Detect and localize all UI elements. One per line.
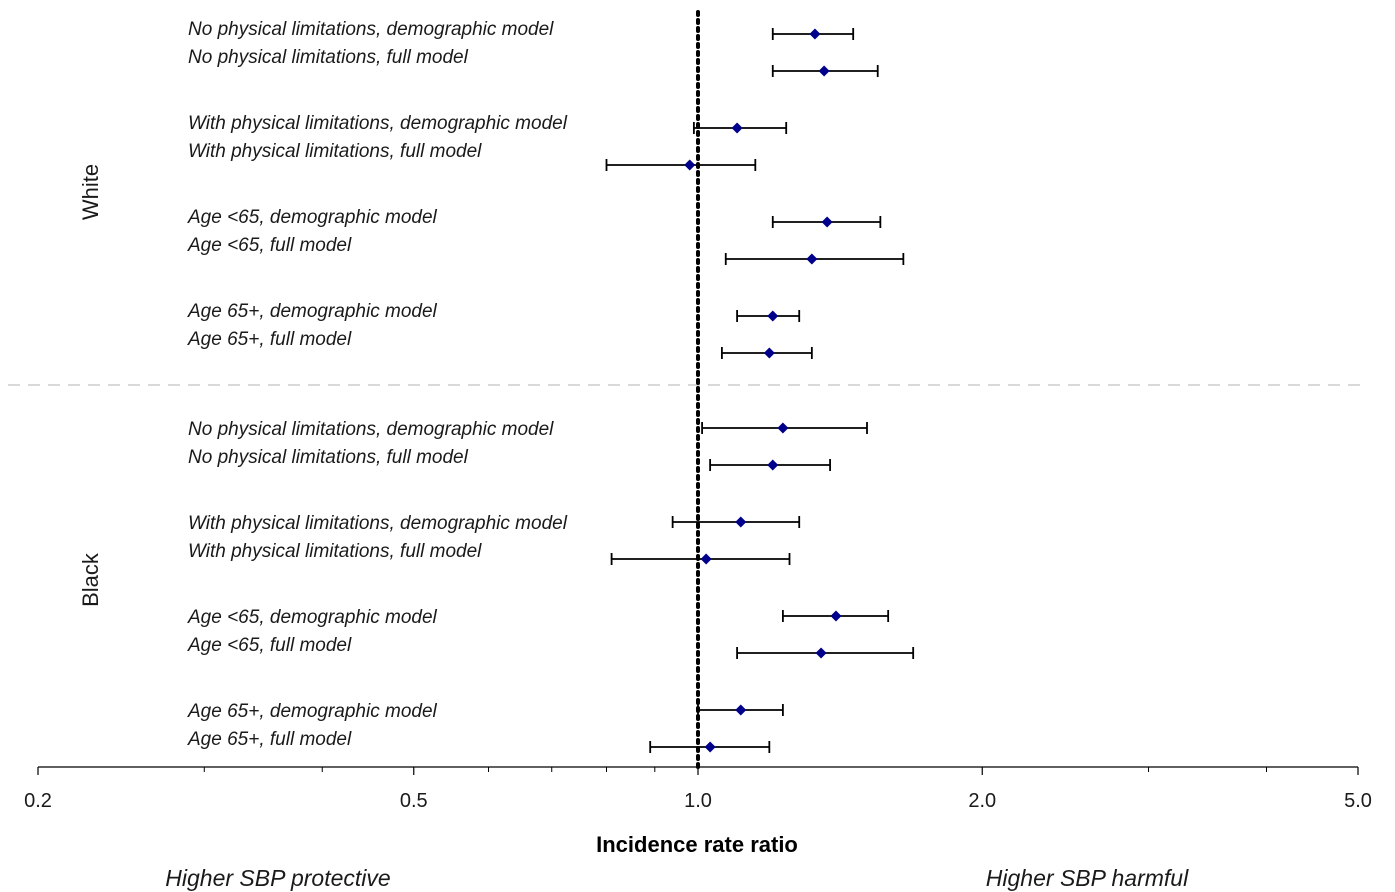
row-label: Age <65, demographic model	[187, 607, 438, 628]
group-label-white: White	[78, 164, 103, 220]
x-tick-label: 5.0	[1344, 790, 1372, 812]
point-estimate-marker	[700, 553, 712, 565]
x-tick-label: 2.0	[968, 790, 996, 812]
point-estimate-marker	[830, 610, 842, 622]
x-tick-label: 0.2	[24, 790, 52, 812]
row-label: Age 65+, demographic model	[187, 701, 438, 722]
point-estimate-marker	[815, 647, 827, 659]
point-estimate-marker	[731, 122, 743, 134]
row-label: Age 65+, demographic model	[187, 301, 438, 322]
row-label: No physical limitations, full model	[188, 447, 469, 468]
x-tick-label: 1.0	[684, 790, 712, 812]
ci-whisker	[610, 553, 791, 565]
point-estimate-marker	[767, 459, 779, 471]
point-estimate-marker	[763, 347, 775, 359]
point-estimate-marker	[735, 704, 747, 716]
group-label-black: Black	[78, 552, 103, 607]
point-estimate-marker	[806, 253, 818, 265]
point-estimate-marker	[777, 422, 789, 434]
row-label: With physical limitations, full model	[188, 541, 482, 562]
row-label: With physical limitations, demographic m…	[188, 113, 568, 134]
row-label: Age <65, full model	[187, 635, 352, 656]
point-estimate-marker	[767, 310, 779, 322]
annotation-harmful: Higher SBP harmful	[986, 865, 1189, 891]
row-label: No physical limitations, demographic mod…	[188, 19, 554, 40]
row-label: With physical limitations, full model	[188, 141, 482, 162]
point-estimate-marker	[818, 65, 830, 77]
row-label: With physical limitations, demographic m…	[188, 513, 568, 534]
point-estimate-marker	[809, 28, 821, 40]
point-estimate-marker	[735, 516, 747, 528]
row-label: Age 65+, full model	[187, 329, 352, 350]
row-label: Age <65, full model	[187, 235, 352, 256]
point-estimate-marker	[684, 159, 696, 171]
point-estimate-marker	[704, 741, 716, 753]
ci-whisker	[605, 159, 757, 171]
point-estimate-marker	[821, 216, 833, 228]
row-label: Age 65+, full model	[187, 729, 352, 750]
annotation-protective: Higher SBP protective	[165, 865, 390, 891]
row-label: No physical limitations, demographic mod…	[188, 419, 554, 440]
row-label: Age <65, demographic model	[187, 207, 438, 228]
x-axis-title: Incidence rate ratio	[596, 832, 798, 857]
x-tick-label: 0.5	[400, 790, 428, 812]
row-label: No physical limitations, full model	[188, 47, 469, 68]
